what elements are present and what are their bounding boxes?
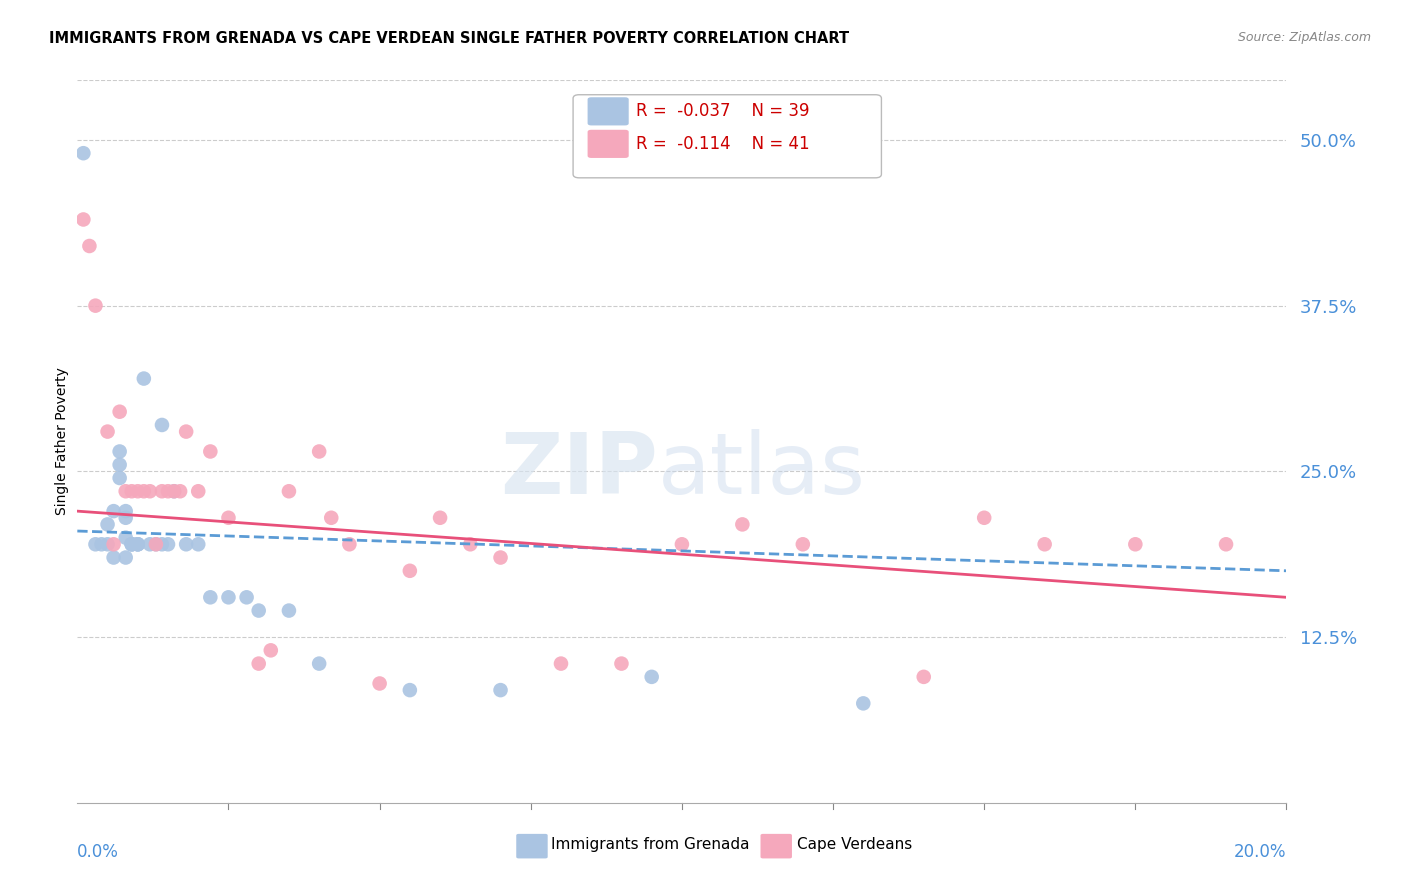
Point <box>337 537 360 551</box>
FancyBboxPatch shape <box>761 834 792 858</box>
Text: 0.0%: 0.0% <box>77 843 120 861</box>
Point <box>912 670 935 684</box>
Text: Immigrants from Grenada: Immigrants from Grenada <box>551 838 749 852</box>
FancyBboxPatch shape <box>516 834 548 858</box>
Point <box>247 603 270 617</box>
Point <box>200 591 222 605</box>
Point <box>163 484 186 499</box>
Y-axis label: Single Father Poverty: Single Father Poverty <box>55 368 69 516</box>
Text: IMMIGRANTS FROM GRENADA VS CAPE VERDEAN SINGLE FATHER POVERTY CORRELATION CHART: IMMIGRANTS FROM GRENADA VS CAPE VERDEAN … <box>49 31 849 46</box>
Point <box>150 537 173 551</box>
Point <box>103 537 125 551</box>
Point <box>399 564 422 578</box>
Point <box>108 458 131 472</box>
Point <box>79 239 101 253</box>
Point <box>132 371 155 385</box>
Point <box>121 537 143 551</box>
Point <box>671 537 693 551</box>
Point <box>121 537 143 551</box>
Point <box>72 146 94 161</box>
Point <box>121 537 143 551</box>
Point <box>84 537 107 551</box>
Point <box>368 676 391 690</box>
Point <box>96 425 118 439</box>
Point <box>308 444 330 458</box>
Point <box>132 484 155 499</box>
Point <box>235 591 257 605</box>
Point <box>218 591 240 605</box>
Point <box>610 657 633 671</box>
Point <box>1215 537 1237 551</box>
Point <box>174 537 197 551</box>
Point <box>218 510 240 524</box>
Point <box>114 531 136 545</box>
Point <box>187 484 209 499</box>
Point <box>150 484 173 499</box>
Text: 20.0%: 20.0% <box>1234 843 1286 861</box>
Point <box>114 510 136 524</box>
Point <box>145 537 167 551</box>
Text: R =  -0.114    N = 41: R = -0.114 N = 41 <box>636 135 810 153</box>
Point <box>127 537 149 551</box>
Point <box>157 484 180 499</box>
Point <box>489 550 512 565</box>
Point <box>169 484 191 499</box>
Point <box>247 657 270 671</box>
Point <box>150 417 173 432</box>
Point <box>200 444 222 458</box>
Point <box>489 683 512 698</box>
Point <box>278 484 301 499</box>
Point <box>90 537 112 551</box>
Point <box>1033 537 1056 551</box>
Text: atlas: atlas <box>658 429 866 512</box>
Point <box>114 550 136 565</box>
Point <box>103 550 125 565</box>
Point <box>127 484 149 499</box>
FancyBboxPatch shape <box>588 129 628 158</box>
Point <box>792 537 814 551</box>
Point <box>114 484 136 499</box>
Point <box>108 444 131 458</box>
Point <box>103 504 125 518</box>
Point <box>127 537 149 551</box>
Point <box>139 484 162 499</box>
Point <box>139 537 162 551</box>
Point <box>973 510 995 524</box>
Point <box>127 537 149 551</box>
Text: Source: ZipAtlas.com: Source: ZipAtlas.com <box>1237 31 1371 45</box>
Point <box>72 212 94 227</box>
Point <box>731 517 754 532</box>
Point <box>121 484 143 499</box>
Point <box>157 537 180 551</box>
FancyBboxPatch shape <box>588 97 628 126</box>
Point <box>163 484 186 499</box>
Point <box>96 537 118 551</box>
FancyBboxPatch shape <box>574 95 882 178</box>
Point <box>108 405 131 419</box>
Point <box>429 510 451 524</box>
Point <box>399 683 422 698</box>
Text: Cape Verdeans: Cape Verdeans <box>797 838 912 852</box>
Point <box>108 471 131 485</box>
Point <box>278 603 301 617</box>
Point <box>187 537 209 551</box>
Point <box>96 517 118 532</box>
Point <box>260 643 283 657</box>
Point <box>852 697 875 711</box>
Point <box>84 299 107 313</box>
Point <box>550 657 572 671</box>
Point <box>114 504 136 518</box>
Point <box>1123 537 1146 551</box>
Text: R =  -0.037    N = 39: R = -0.037 N = 39 <box>636 103 810 120</box>
Point <box>641 670 664 684</box>
Point <box>321 510 343 524</box>
Text: ZIP: ZIP <box>501 429 658 512</box>
Point <box>145 537 167 551</box>
Point <box>308 657 330 671</box>
Point <box>174 425 197 439</box>
Point <box>458 537 481 551</box>
